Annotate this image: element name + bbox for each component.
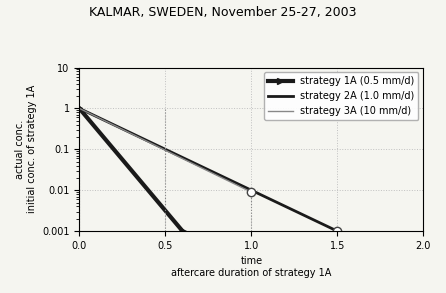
strategy 3A (10 mm/d) xyxy=(77,107,82,110)
Line: strategy 3A (10 mm/d): strategy 3A (10 mm/d) xyxy=(79,108,252,192)
strategy 1A (0.5 mm/d) xyxy=(180,229,185,233)
strategy 2A (1.0 mm/d) xyxy=(334,229,340,233)
Line: strategy 2A (1.0 mm/d): strategy 2A (1.0 mm/d) xyxy=(79,108,337,231)
Y-axis label: actual conc.
initial conc. of strategy 1A: actual conc. initial conc. of strategy 1… xyxy=(15,85,37,213)
strategy 3A (10 mm/d) xyxy=(249,190,254,194)
strategy 1A (0.5 mm/d) xyxy=(77,107,82,110)
Text: KALMAR, SWEDEN, November 25-27, 2003: KALMAR, SWEDEN, November 25-27, 2003 xyxy=(89,6,357,19)
strategy 2A (1.0 mm/d) xyxy=(77,107,82,110)
Line: strategy 1A (0.5 mm/d): strategy 1A (0.5 mm/d) xyxy=(76,105,186,235)
X-axis label: time
aftercare duration of strategy 1A: time aftercare duration of strategy 1A xyxy=(171,256,331,278)
Legend: strategy 1A (0.5 mm/d), strategy 2A (1.0 mm/d), strategy 3A (10 mm/d): strategy 1A (0.5 mm/d), strategy 2A (1.0… xyxy=(264,72,418,120)
